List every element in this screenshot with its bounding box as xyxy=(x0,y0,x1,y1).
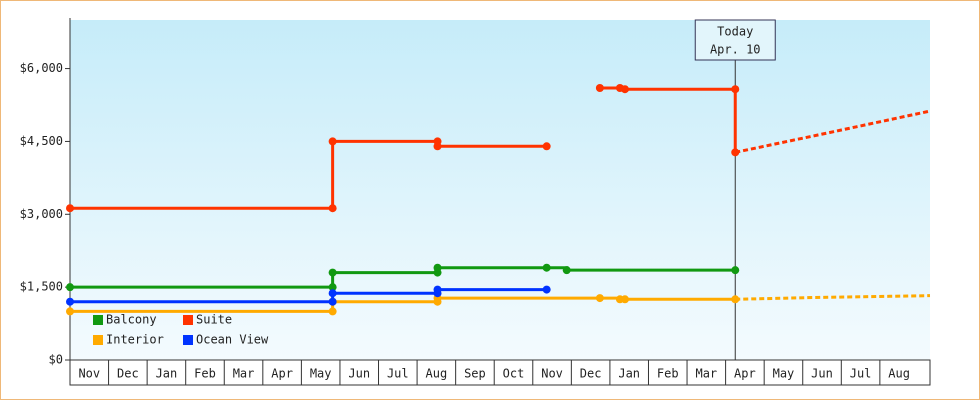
legend-swatch xyxy=(183,315,193,325)
y-tick-label: $0 xyxy=(49,353,63,367)
x-tick-label: Mar xyxy=(695,367,717,381)
y-tick-label: $1,500 xyxy=(20,280,63,294)
point xyxy=(620,85,629,94)
legend-swatch xyxy=(93,315,103,325)
x-tick-label: May xyxy=(773,367,795,381)
x-tick-label: Jun xyxy=(348,367,370,381)
x-tick-label: Feb xyxy=(657,367,679,381)
x-tick-label: Jul xyxy=(850,367,872,381)
legend-label: Suite xyxy=(196,313,232,327)
point xyxy=(542,285,551,294)
legend-label: Balcony xyxy=(106,313,157,327)
point xyxy=(328,289,337,298)
point xyxy=(328,268,337,277)
x-tick-label: Jan xyxy=(618,367,640,381)
point xyxy=(562,266,571,275)
point xyxy=(66,283,74,292)
point xyxy=(620,295,629,304)
point xyxy=(542,263,551,272)
x-tick-label: Sep xyxy=(464,367,486,381)
legend-label: Ocean View xyxy=(196,333,269,347)
x-axis-band xyxy=(69,359,931,386)
x-tick-label: Jun xyxy=(811,367,833,381)
point xyxy=(595,84,604,92)
y-tick-label: $6,000 xyxy=(20,61,63,75)
point xyxy=(731,85,740,94)
point xyxy=(328,204,337,213)
point xyxy=(66,204,74,213)
plot-area xyxy=(70,20,930,360)
point xyxy=(542,142,551,151)
point xyxy=(328,297,337,306)
x-tick-label: Jan xyxy=(156,367,178,381)
y-tick-label: $3,000 xyxy=(20,207,63,221)
today-box xyxy=(694,19,776,61)
point xyxy=(731,295,740,304)
today-label: Apr. 10 xyxy=(710,43,761,57)
point xyxy=(595,294,604,303)
x-tick-label: Feb xyxy=(194,367,216,381)
x-tick-label: Mar xyxy=(233,367,255,381)
x-tick-label: Oct xyxy=(503,367,525,381)
legend-label: Interior xyxy=(106,333,164,347)
x-tick-label: May xyxy=(310,367,332,381)
y-tick-label: $4,500 xyxy=(20,134,63,148)
x-tick-label: Nov xyxy=(541,367,563,381)
x-tick-label: Apr xyxy=(734,367,756,381)
x-tick-label: Nov xyxy=(78,367,100,381)
legend-swatch xyxy=(93,335,103,345)
x-tick-label: Aug xyxy=(426,367,448,381)
point xyxy=(731,148,740,157)
point xyxy=(328,137,337,146)
point xyxy=(433,142,442,151)
point xyxy=(328,283,337,292)
point xyxy=(433,285,442,294)
forecast-line xyxy=(734,109,931,154)
x-tick-label: Aug xyxy=(888,367,910,381)
series-line xyxy=(70,288,547,304)
legend-swatch xyxy=(183,335,193,345)
point xyxy=(731,266,740,275)
x-tick-label: Jul xyxy=(387,367,409,381)
point xyxy=(66,307,74,316)
x-tick-label: Apr xyxy=(271,367,293,381)
today-label: Today xyxy=(717,25,753,39)
forecast-line xyxy=(735,294,931,301)
x-tick-label: Dec xyxy=(117,367,139,381)
point xyxy=(433,263,442,272)
x-tick-label: Dec xyxy=(580,367,602,381)
point xyxy=(328,307,337,316)
point xyxy=(66,297,74,306)
